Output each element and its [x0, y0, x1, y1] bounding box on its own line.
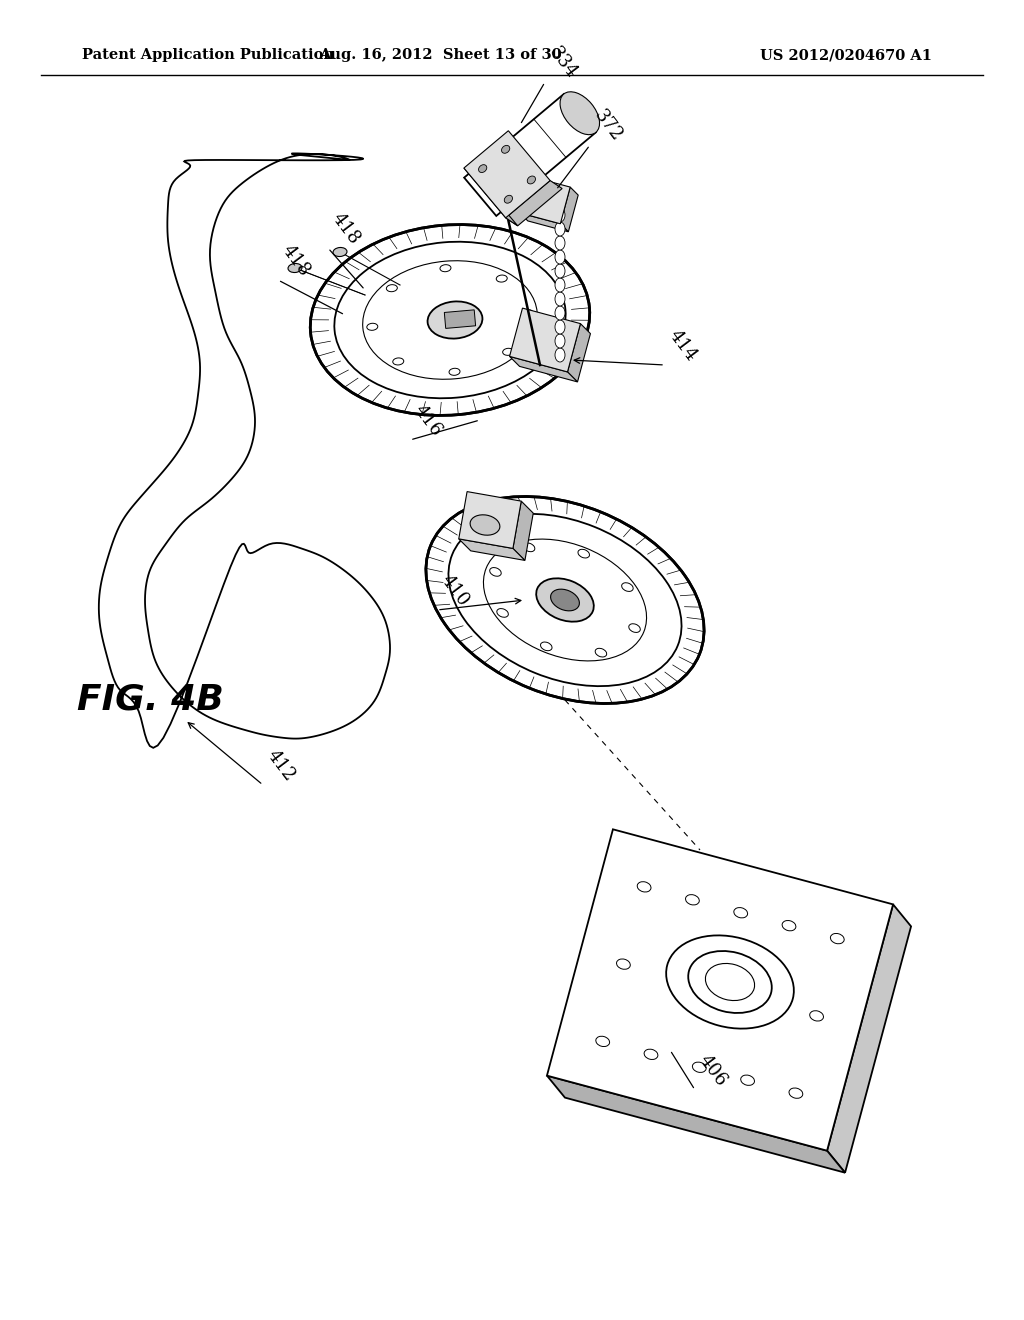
- Polygon shape: [547, 829, 893, 1151]
- Ellipse shape: [450, 368, 460, 375]
- Ellipse shape: [288, 264, 302, 272]
- Ellipse shape: [449, 513, 682, 686]
- Text: 418: 418: [278, 242, 313, 280]
- Polygon shape: [506, 181, 562, 226]
- Ellipse shape: [555, 319, 565, 334]
- Ellipse shape: [541, 642, 552, 651]
- Ellipse shape: [782, 920, 796, 931]
- Ellipse shape: [426, 496, 705, 704]
- Ellipse shape: [596, 1036, 609, 1047]
- Ellipse shape: [616, 958, 631, 969]
- Ellipse shape: [341, 246, 559, 395]
- Polygon shape: [513, 502, 534, 561]
- Ellipse shape: [470, 515, 500, 535]
- Ellipse shape: [555, 334, 565, 348]
- Ellipse shape: [555, 222, 565, 236]
- Ellipse shape: [527, 176, 536, 183]
- Ellipse shape: [367, 323, 378, 330]
- Ellipse shape: [644, 1049, 657, 1060]
- Ellipse shape: [685, 895, 699, 906]
- Text: 414: 414: [665, 327, 700, 366]
- Ellipse shape: [555, 292, 565, 306]
- Ellipse shape: [386, 285, 397, 292]
- Ellipse shape: [706, 964, 755, 1001]
- Ellipse shape: [503, 348, 514, 355]
- Ellipse shape: [489, 568, 501, 577]
- Text: 416: 416: [410, 401, 445, 440]
- Ellipse shape: [622, 582, 633, 591]
- Polygon shape: [510, 308, 581, 372]
- Ellipse shape: [740, 1074, 755, 1085]
- Ellipse shape: [333, 247, 347, 256]
- Text: US 2012/0204670 A1: US 2012/0204670 A1: [760, 49, 932, 62]
- Text: 410: 410: [437, 572, 472, 610]
- Ellipse shape: [428, 301, 482, 339]
- Ellipse shape: [310, 224, 590, 416]
- Ellipse shape: [537, 578, 594, 622]
- Ellipse shape: [629, 624, 640, 632]
- Polygon shape: [459, 491, 521, 548]
- Polygon shape: [444, 310, 475, 329]
- Text: Aug. 16, 2012  Sheet 13 of 30: Aug. 16, 2012 Sheet 13 of 30: [319, 49, 561, 62]
- Ellipse shape: [595, 648, 606, 657]
- Text: 418: 418: [328, 210, 364, 248]
- Ellipse shape: [830, 933, 844, 944]
- Ellipse shape: [692, 1063, 707, 1072]
- Ellipse shape: [555, 209, 565, 222]
- Ellipse shape: [555, 279, 565, 292]
- Polygon shape: [510, 356, 578, 381]
- Ellipse shape: [555, 348, 565, 362]
- Ellipse shape: [667, 936, 794, 1028]
- Ellipse shape: [440, 265, 451, 272]
- Ellipse shape: [522, 310, 534, 317]
- Ellipse shape: [555, 264, 565, 279]
- Text: FIG. 4B: FIG. 4B: [77, 682, 223, 717]
- Polygon shape: [464, 168, 518, 226]
- Polygon shape: [547, 1076, 845, 1172]
- Ellipse shape: [504, 195, 512, 203]
- Ellipse shape: [523, 543, 535, 552]
- Text: Patent Application Publication: Patent Application Publication: [82, 49, 334, 62]
- Polygon shape: [520, 213, 568, 232]
- Text: 406: 406: [695, 1052, 730, 1090]
- Polygon shape: [464, 94, 596, 216]
- Polygon shape: [567, 323, 591, 381]
- Text: 334: 334: [545, 44, 580, 82]
- Polygon shape: [459, 539, 525, 561]
- Ellipse shape: [551, 589, 580, 611]
- Ellipse shape: [578, 549, 590, 558]
- Ellipse shape: [555, 306, 565, 319]
- Ellipse shape: [810, 1011, 823, 1022]
- Text: 372: 372: [590, 107, 625, 145]
- Polygon shape: [464, 131, 550, 218]
- Ellipse shape: [555, 249, 565, 264]
- Ellipse shape: [734, 908, 748, 917]
- Ellipse shape: [637, 882, 651, 892]
- Ellipse shape: [688, 950, 772, 1012]
- Ellipse shape: [478, 165, 486, 173]
- Ellipse shape: [464, 524, 666, 676]
- Text: 412: 412: [263, 747, 298, 785]
- Ellipse shape: [555, 236, 565, 249]
- Ellipse shape: [483, 539, 646, 661]
- Polygon shape: [560, 187, 579, 232]
- Polygon shape: [520, 176, 570, 224]
- Ellipse shape: [362, 261, 538, 379]
- Ellipse shape: [497, 609, 508, 618]
- Ellipse shape: [790, 1088, 803, 1098]
- Ellipse shape: [502, 145, 510, 153]
- Ellipse shape: [555, 194, 565, 209]
- Ellipse shape: [393, 358, 403, 364]
- Ellipse shape: [560, 92, 599, 135]
- Polygon shape: [99, 153, 390, 748]
- Ellipse shape: [335, 242, 565, 399]
- Ellipse shape: [497, 275, 507, 282]
- Polygon shape: [827, 904, 911, 1172]
